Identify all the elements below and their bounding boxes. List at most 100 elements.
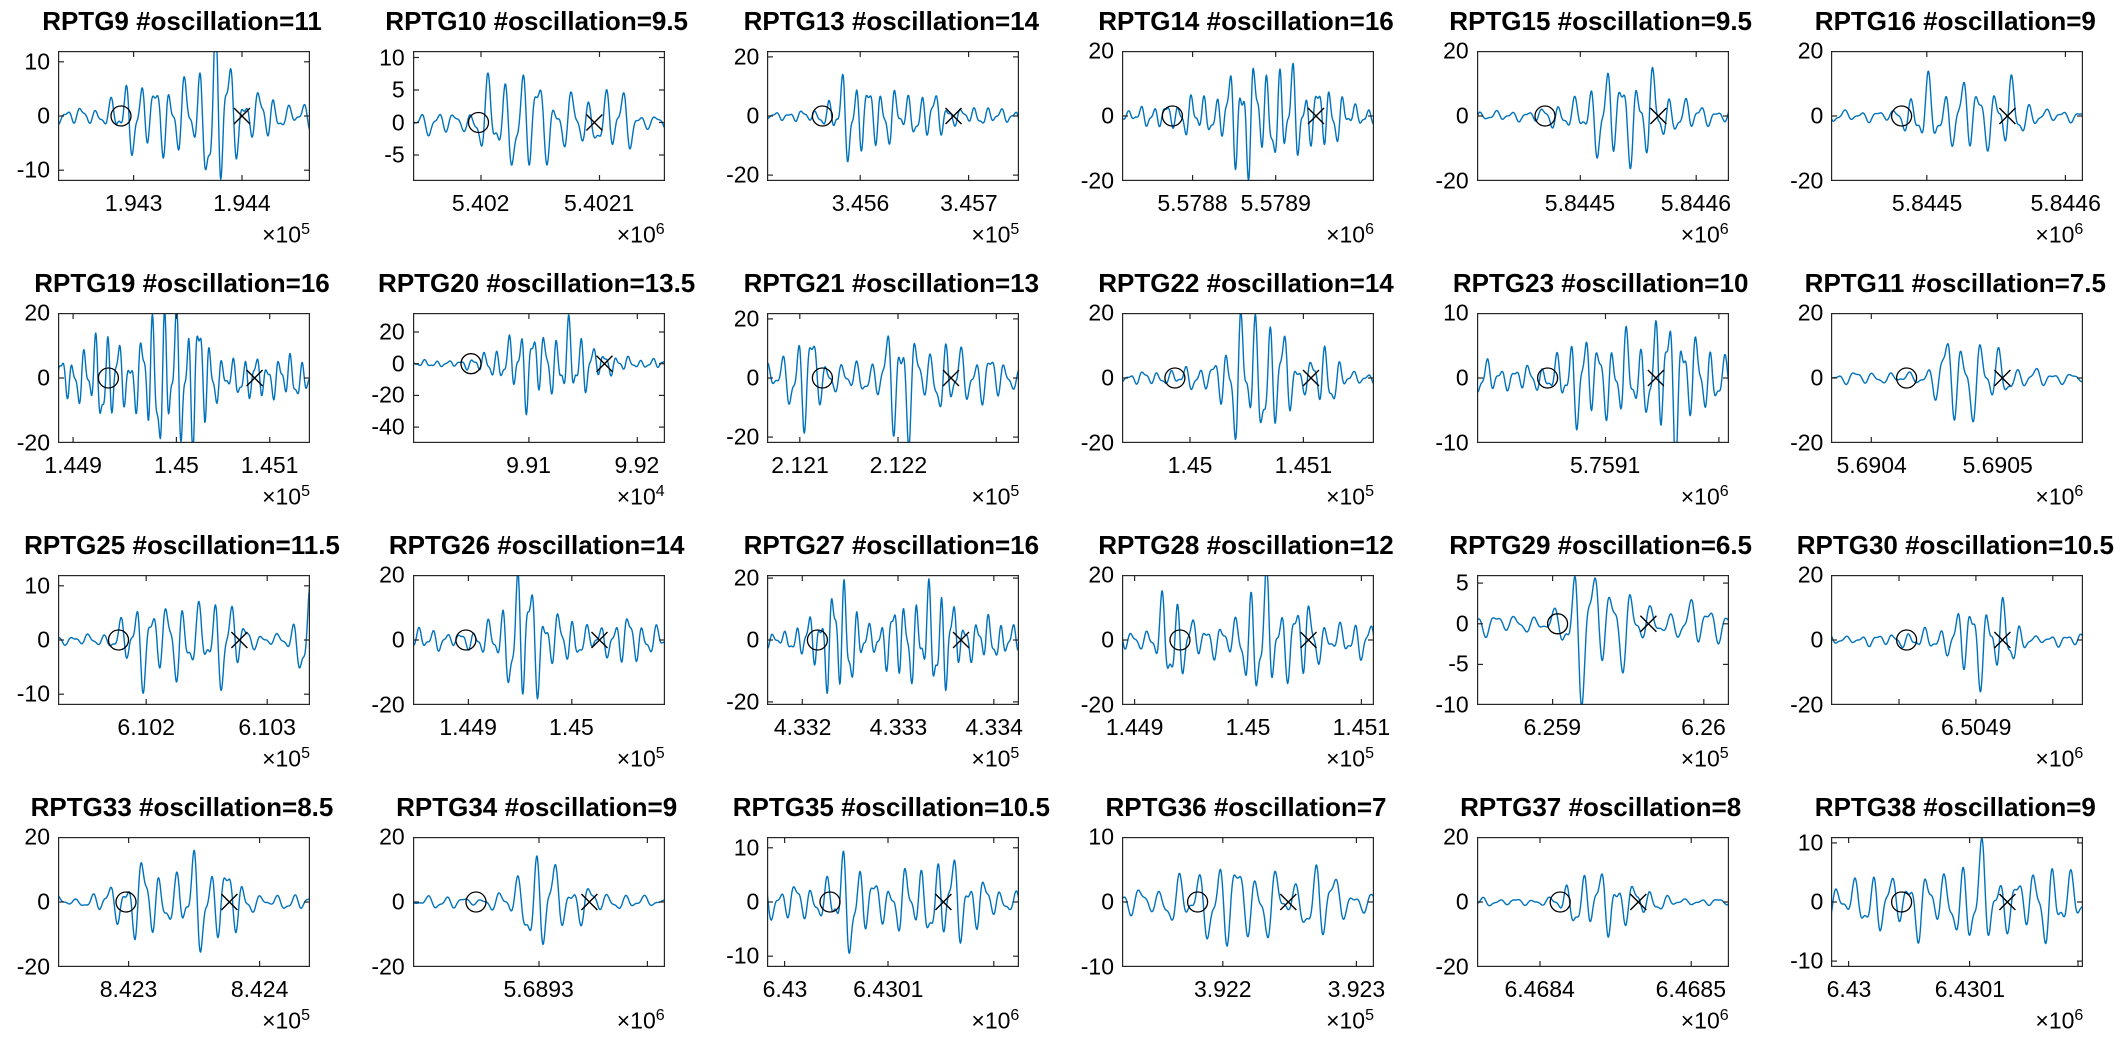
waveform-plot (412, 575, 665, 705)
window-start-circle-marker (1896, 629, 1918, 651)
x-tick-label: 8.424 (230, 976, 289, 1002)
subplot-title: RPTG13 #oscillation=14 (743, 6, 1040, 36)
x-tick-label: 6.103 (238, 714, 296, 740)
y-tick-label: 20 (24, 823, 50, 850)
x-tick-label: 1.451 (1274, 452, 1333, 478)
x-tick-label: 6.26 (1681, 714, 1726, 740)
subplot-panel: RPTG14 #oscillation=16 20 0 -20 5.5788 5.578… (1064, 0, 1419, 262)
y-tick-label: 20 (1088, 561, 1114, 588)
x-tick-label: 4.332 (773, 714, 832, 740)
y-tick-label: 20 (1088, 299, 1114, 326)
waveform-plot (1476, 313, 1729, 443)
x-tick-label: 6.259 (1523, 714, 1582, 740)
subplot-title: RPTG9 #oscillation=11 (42, 6, 322, 36)
y-tick-label: 10 (379, 44, 405, 70)
subplot-panel: RPTG13 #oscillation=14 20 0 -20 3.456 3.457 ×… (709, 0, 1064, 262)
subplot-panel: RPTG30 #oscillation=10.5 20 0 -20 6.5049 ×10… (1773, 524, 2128, 786)
axes-box (767, 837, 1020, 967)
axes-box (1122, 837, 1374, 967)
x-tick-label: 9.92 (614, 452, 660, 478)
y-tick-label: 10 (1443, 299, 1469, 326)
subplot-title: RPTG26 #oscillation=14 (388, 530, 685, 560)
window-start-circle-marker (107, 629, 130, 651)
waveform-plot (767, 51, 1020, 181)
subplot-panel: RPTG22 #oscillation=14 20 0 -20 1.45 1.451 ×1… (1064, 262, 1419, 524)
y-tick-label: 0 (1455, 888, 1469, 915)
subplot-title: RPTG27 #oscillation=16 (743, 530, 1040, 560)
y-tick-label: -20 (1435, 167, 1469, 194)
window-end-x-marker (1302, 369, 1320, 387)
waveform-plot (412, 837, 665, 967)
window-start-circle-marker (1536, 367, 1558, 389)
window-start-circle-marker (1169, 629, 1191, 651)
waveform-trace (58, 51, 310, 180)
x-tick-label: 5.8445 (1891, 190, 1963, 216)
y-tick-label: -10 (1435, 429, 1469, 456)
y-tick-label: -20 (726, 161, 760, 188)
subplot-panel: RPTG29 #oscillation=6.5 5 0 -5 -10 6.259 6.26… (1419, 524, 1774, 786)
window-end-x-marker (1999, 893, 2017, 911)
axes-box (1831, 837, 2084, 967)
waveform-plot (58, 313, 310, 443)
subplot-panel: RPTG20 #oscillation=13.5 20 0 -20 -40 9.91 9.… (355, 262, 710, 524)
y-tick-label: -5 (1448, 650, 1469, 677)
x-tick-label: 6.4301 (853, 976, 924, 1002)
x-tick-label: 6.102 (117, 714, 175, 740)
y-tick-label: 10 (24, 572, 50, 599)
window-end-x-marker (1307, 107, 1325, 125)
subplot-panel: RPTG9 #oscillation=11 10 0 -10 1.943 1.944 ×1… (0, 0, 355, 262)
window-end-x-marker (230, 631, 248, 649)
subplot-title: RPTG25 #oscillation=11.5 (24, 530, 340, 560)
x-tick-label: 1.451 (240, 452, 299, 478)
subplot-panel: RPTG36 #oscillation=7 10 0 -10 3.922 3.923 ×1… (1064, 786, 1419, 1048)
y-tick-label: 0 (1455, 610, 1469, 637)
waveform-plot (767, 575, 1020, 705)
x-tick-label: 1.45 (1225, 714, 1271, 740)
x-axis-exponent-label: ×105 (262, 1007, 310, 1034)
x-axis-exponent-label: ×104 (616, 483, 665, 510)
waveform-plot (412, 51, 665, 181)
window-start-circle-marker (812, 105, 834, 127)
subplot-panel: RPTG16 #oscillation=9 20 0 -20 5.8445 5.8446… (1773, 0, 2128, 262)
waveform-trace (1476, 873, 1729, 938)
window-end-x-marker (595, 355, 613, 373)
window-end-x-marker (1999, 107, 2017, 125)
subplot-panel: RPTG10 #oscillation=9.5 10 5 0 -5 5.402 5.402… (355, 0, 710, 262)
x-tick-label: 3.456 (831, 190, 890, 216)
subplot-title: RPTG28 #oscillation=12 (1098, 530, 1394, 560)
x-tick-label: 1.449 (44, 452, 102, 478)
window-end-x-marker (1647, 369, 1665, 387)
y-tick-label: 20 (733, 43, 760, 70)
subplot-panel: RPTG28 #oscillation=12 20 0 -20 1.449 1.45 1.… (1064, 524, 1419, 786)
waveform-trace (767, 335, 1020, 443)
y-tick-label: -20 (1790, 167, 1824, 194)
y-tick-label: 0 (391, 888, 405, 915)
axes-box (412, 51, 665, 181)
y-tick-label: 0 (1101, 102, 1114, 129)
y-tick-label: -10 (726, 942, 760, 969)
x-tick-label: 1.449 (439, 714, 497, 740)
window-start-circle-marker (1891, 105, 1913, 127)
x-tick-label: 6.43 (762, 976, 808, 1002)
window-end-x-marker (1629, 893, 1647, 911)
subplot-panel: RPTG35 #oscillation=10.5 10 0 -10 6.43 6.430… (709, 786, 1064, 1048)
axes-box (767, 51, 1020, 181)
x-tick-label: 1.449 (1105, 714, 1164, 740)
window-start-circle-marker (465, 891, 487, 913)
x-tick-label: 3.922 (1194, 976, 1252, 1002)
window-start-circle-marker (1164, 367, 1186, 389)
y-tick-label: -20 (1080, 691, 1114, 718)
window-end-x-marker (246, 369, 264, 387)
window-end-x-marker (1994, 631, 2012, 649)
window-end-x-marker (220, 893, 238, 911)
y-tick-label: 10 (1797, 829, 1824, 856)
x-tick-label: 1.45 (154, 452, 199, 478)
y-tick-label: 20 (1797, 37, 1824, 64)
waveform-plot (1831, 51, 2084, 181)
x-tick-label: 5.6905 (1962, 452, 2033, 478)
y-tick-label: 0 (746, 626, 760, 653)
waveform-plot (1831, 575, 2084, 705)
waveform-plot (58, 837, 310, 967)
waveform-trace (412, 72, 665, 166)
waveform-trace (1831, 343, 2084, 423)
